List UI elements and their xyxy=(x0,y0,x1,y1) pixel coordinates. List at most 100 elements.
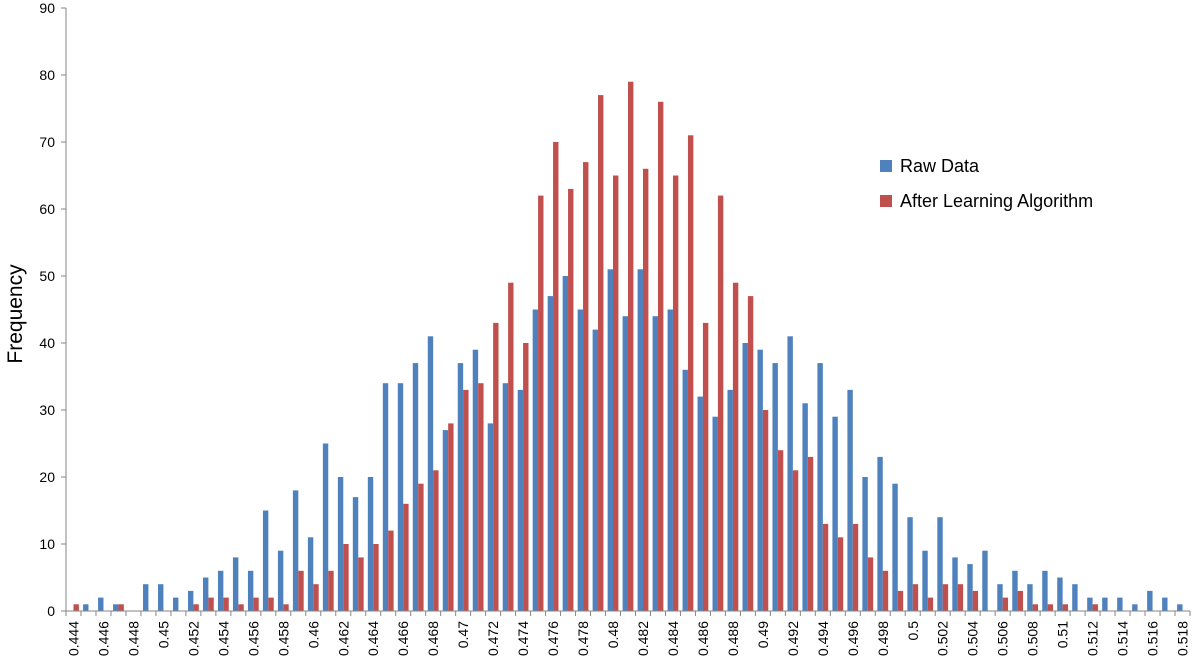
bar-raw-data-0.446 xyxy=(98,597,104,611)
bar-raw-data-0.464 xyxy=(367,477,374,611)
bar-raw-data-0.46 xyxy=(307,537,314,611)
bar-raw-data-0.487 xyxy=(712,416,718,611)
bar-raw-data-0.482 xyxy=(637,269,643,611)
bar-raw-data-0.506 xyxy=(997,584,1003,611)
bar-raw-data-0.459 xyxy=(292,490,299,611)
y-tick-label: 20 xyxy=(39,469,55,485)
x-axis: 0.444 0.446 0.448 0.45 0.452 0.454 0.456 0.458 0… xyxy=(65,610,1191,656)
bar-raw-data-0.49 xyxy=(757,349,763,611)
bar-raw-data-0.511 xyxy=(1072,584,1078,611)
y-tick-label: 40 xyxy=(39,335,55,351)
bar-after-learning-0.475 xyxy=(538,195,544,611)
bar-after-learning-0.46 xyxy=(313,584,319,611)
bar-raw-data-0.496 xyxy=(847,389,853,611)
bar-raw-data-0.492 xyxy=(787,336,793,611)
y-tick-label: 90 xyxy=(39,0,55,16)
legend-label-raw-data: Raw Data xyxy=(900,156,980,176)
bar-after-learning-0.444 xyxy=(73,604,79,611)
bar-raw-data-0.472 xyxy=(487,423,494,611)
bar-raw-data-0.476 xyxy=(547,296,554,611)
bar-raw-data-0.483 xyxy=(652,316,658,611)
x-tick-label: 0.506 xyxy=(995,621,1011,656)
bar-raw-data-0.467 xyxy=(412,363,419,611)
x-tick-label: 0.464 xyxy=(365,621,381,656)
x-tick-label: 0.444 xyxy=(65,621,81,656)
x-tick-label: 0.498 xyxy=(875,621,891,656)
x-tick-label: 0.47 xyxy=(455,621,471,648)
bar-after-learning-0.485 xyxy=(687,135,694,612)
bar-after-learning-0.465 xyxy=(388,530,394,611)
x-tick-label: 0.478 xyxy=(575,621,591,656)
bar-after-learning-0.512 xyxy=(1092,604,1098,611)
bar-after-learning-0.508 xyxy=(1032,604,1039,611)
x-tick-label: 0.46 xyxy=(305,621,321,648)
legend-swatch-after-learning xyxy=(880,195,892,207)
x-tick-label: 0.454 xyxy=(215,621,231,656)
bar-raw-data-0.481 xyxy=(622,316,628,611)
bar-raw-data-0.489 xyxy=(742,343,748,611)
bar-raw-data-0.477 xyxy=(562,276,569,611)
x-tick-label: 0.45 xyxy=(155,621,171,648)
bar-after-learning-0.471 xyxy=(478,383,484,611)
bar-after-learning-0.447 xyxy=(118,604,124,611)
bar-raw-data-0.491 xyxy=(772,363,778,611)
x-tick-label: 0.448 xyxy=(125,621,141,656)
y-tick-label: 10 xyxy=(39,536,55,552)
bar-raw-data-0.5 xyxy=(907,517,913,611)
bar-raw-data-0.484 xyxy=(667,309,673,611)
bar-after-learning-0.494 xyxy=(822,523,829,611)
bar-after-learning-0.463 xyxy=(358,557,364,611)
bar-raw-data-0.51 xyxy=(1057,577,1063,611)
bar-raw-data-0.452 xyxy=(187,590,194,611)
bar-raw-data-0.45 xyxy=(158,584,164,611)
x-tick-label: 0.512 xyxy=(1085,621,1101,656)
bar-raw-data-0.475 xyxy=(532,309,539,611)
x-tick-label: 0.462 xyxy=(335,621,351,656)
x-tick-label: 0.514 xyxy=(1115,621,1131,656)
bar-raw-data-0.473 xyxy=(502,383,509,611)
bar-after-learning-0.474 xyxy=(523,343,529,611)
x-tick-label: 0.494 xyxy=(815,621,831,656)
bar-raw-data-0.514 xyxy=(1117,597,1123,611)
x-tick-label: 0.458 xyxy=(275,621,291,656)
bar-raw-data-0.462 xyxy=(337,477,344,611)
bar-raw-data-0.471 xyxy=(472,349,479,611)
bar-after-learning-0.502 xyxy=(942,584,949,611)
bar-after-learning-0.507 xyxy=(1017,590,1024,611)
bar-after-learning-0.491 xyxy=(777,450,784,611)
x-tick-label: 0.446 xyxy=(95,621,111,656)
bar-raw-data-0.447 xyxy=(113,604,119,611)
x-tick-label: 0.49 xyxy=(755,621,771,648)
y-tick-label: 70 xyxy=(39,134,55,150)
bar-after-learning-0.461 xyxy=(328,570,334,611)
x-tick-label: 0.508 xyxy=(1025,621,1041,656)
bar-raw-data-0.495 xyxy=(832,416,838,611)
bar-after-learning-0.501 xyxy=(927,597,934,611)
x-tick-label: 0.51 xyxy=(1055,621,1071,648)
bar-after-learning-0.479 xyxy=(598,95,604,612)
bar-after-learning-0.498 xyxy=(882,570,889,611)
x-tick-label: 0.472 xyxy=(485,621,501,656)
bar-raw-data-0.515 xyxy=(1132,604,1138,611)
x-tick-label: 0.486 xyxy=(695,621,711,656)
bar-raw-data-0.466 xyxy=(397,383,404,611)
bar-after-learning-0.473 xyxy=(508,282,514,611)
bar-raw-data-0.485 xyxy=(682,369,688,611)
x-tick-label: 0.5 xyxy=(905,621,921,641)
bar-raw-data-0.468 xyxy=(427,336,434,611)
bar-raw-data-0.454 xyxy=(217,570,224,611)
x-tick-label: 0.482 xyxy=(635,621,651,656)
bar-raw-data-0.461 xyxy=(322,443,329,611)
x-tick-label: 0.518 xyxy=(1175,621,1191,656)
bar-after-learning-0.481 xyxy=(628,81,634,611)
bar-after-learning-0.476 xyxy=(553,142,559,611)
y-tick-label: 50 xyxy=(39,268,55,284)
bar-raw-data-0.501 xyxy=(922,550,928,611)
bar-raw-data-0.469 xyxy=(442,430,449,611)
y-tick-label: 80 xyxy=(39,67,55,83)
x-tick-label: 0.466 xyxy=(395,621,411,656)
bar-raw-data-0.499 xyxy=(892,483,898,611)
bar-after-learning-0.51 xyxy=(1062,604,1069,611)
